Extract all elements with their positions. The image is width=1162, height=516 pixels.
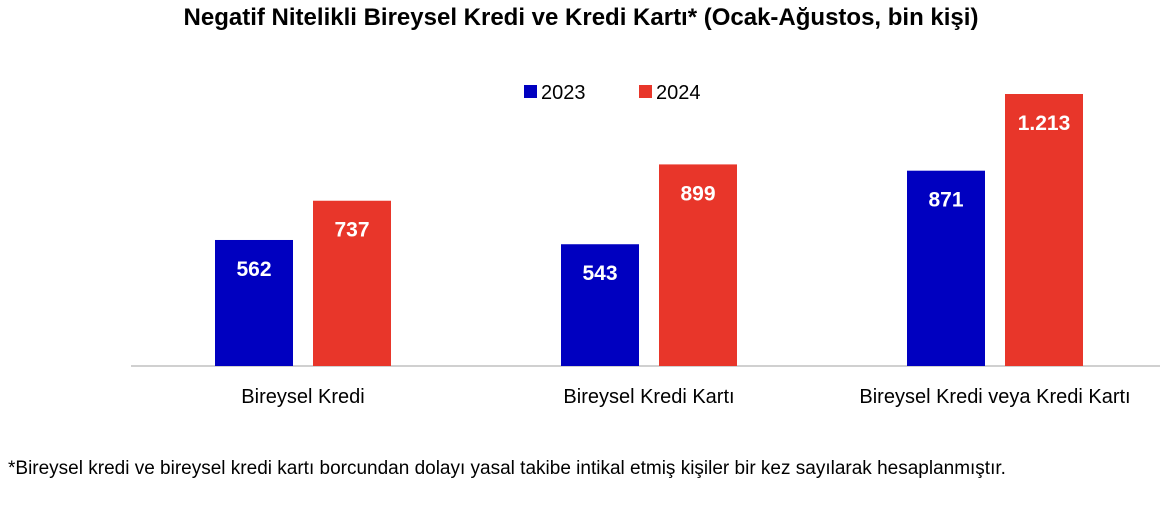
bar-2024-2 bbox=[659, 164, 737, 366]
category-label-2: Bireysel Kredi Kartı bbox=[563, 386, 734, 408]
bar-2023-2 bbox=[561, 244, 639, 366]
bar-chart: 562 737 Bireysel Kredi 543 899 Bireysel Kredi… bbox=[131, 82, 1160, 408]
data-label-2023-1: 562 bbox=[236, 258, 271, 281]
data-label-2024-3: 1.213 bbox=[1018, 112, 1071, 135]
data-label-2023-3: 871 bbox=[928, 189, 963, 212]
data-label-2024-2: 899 bbox=[680, 182, 715, 205]
bar-2024-1 bbox=[313, 200, 391, 366]
legend-swatch-2023 bbox=[524, 85, 537, 98]
bar-2024-3 bbox=[1005, 94, 1083, 366]
legend-swatch-2024 bbox=[639, 85, 652, 98]
legend-label-2024: 2024 bbox=[656, 82, 701, 104]
category-label-3: Bireysel Kredi veya Kredi Kartı bbox=[859, 386, 1130, 408]
data-label-2023-2: 543 bbox=[582, 262, 617, 285]
bar-2023-1 bbox=[215, 239, 293, 366]
footnote: *Bireysel kredi ve bireysel kredi kartı … bbox=[8, 458, 1006, 479]
legend-label-2023: 2023 bbox=[541, 82, 586, 104]
category-label-1: Bireysel Kredi bbox=[241, 386, 364, 408]
bar-2023-3 bbox=[907, 170, 985, 366]
data-label-2024-1: 737 bbox=[334, 219, 369, 242]
chart-title: Negatif Nitelikli Bireysel Kredi ve Kred… bbox=[183, 4, 979, 31]
